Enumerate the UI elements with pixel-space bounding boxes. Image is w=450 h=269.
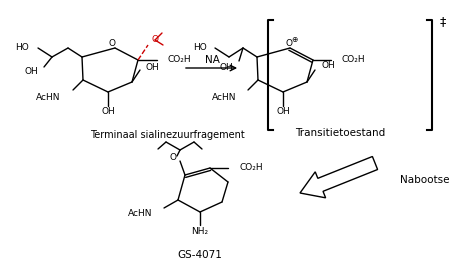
Text: CO₂H: CO₂H — [168, 55, 192, 65]
Text: CO₂H: CO₂H — [342, 55, 365, 65]
Text: O: O — [170, 153, 177, 161]
Text: GS-4071: GS-4071 — [178, 250, 222, 260]
Text: ‡: ‡ — [440, 16, 446, 29]
Text: O: O — [285, 40, 292, 48]
Polygon shape — [300, 157, 378, 198]
Text: OH: OH — [219, 62, 233, 72]
Text: O: O — [108, 40, 116, 48]
Text: HO: HO — [15, 44, 29, 52]
Text: ⊕: ⊕ — [291, 34, 297, 44]
Text: O: O — [151, 36, 158, 44]
Text: NA: NA — [205, 55, 220, 65]
Text: OH: OH — [276, 108, 290, 116]
Text: OH: OH — [321, 62, 335, 70]
Text: OH: OH — [101, 108, 115, 116]
Text: OH: OH — [24, 68, 38, 76]
Text: CO₂H: CO₂H — [239, 164, 263, 172]
Text: Terminaal sialinezuurfragement: Terminaal sialinezuurfragement — [90, 130, 245, 140]
Text: Transitietoestand: Transitietoestand — [295, 128, 385, 138]
Text: Nabootsen: Nabootsen — [400, 175, 450, 185]
Text: AcHN: AcHN — [127, 210, 152, 218]
Text: NH₂: NH₂ — [191, 228, 208, 236]
Text: AcHN: AcHN — [212, 94, 236, 102]
Text: HO: HO — [193, 44, 207, 52]
Text: OH: OH — [146, 62, 160, 72]
Text: AcHN: AcHN — [36, 93, 60, 101]
